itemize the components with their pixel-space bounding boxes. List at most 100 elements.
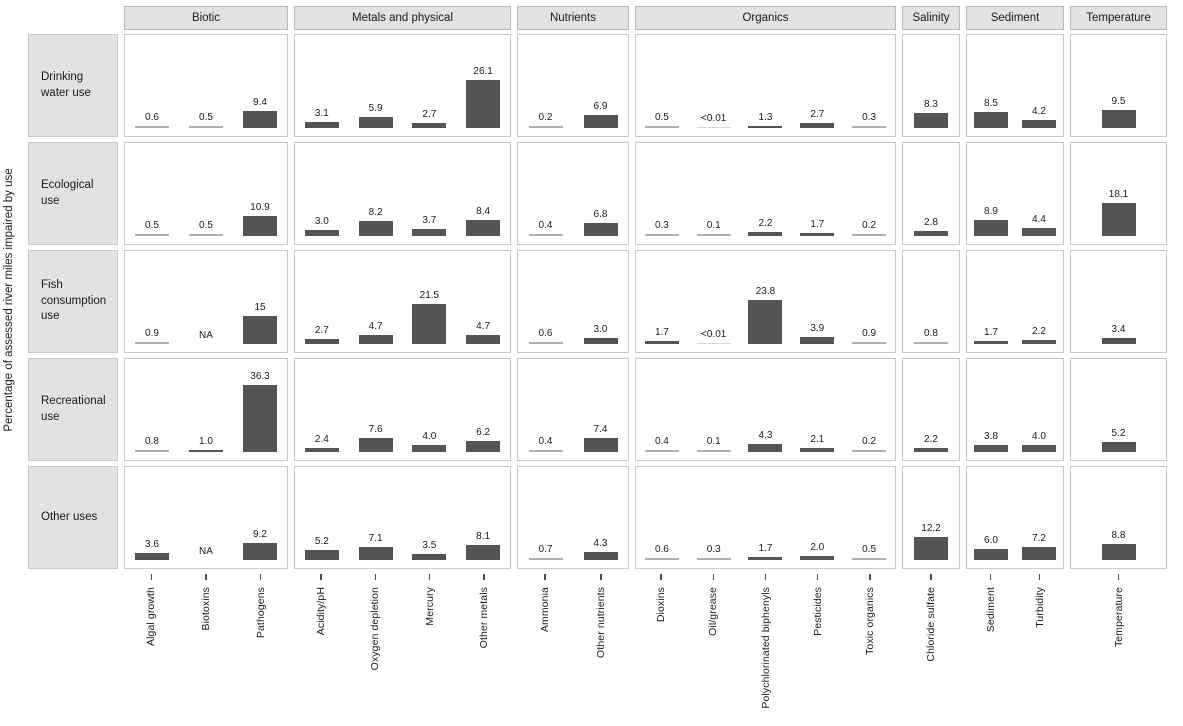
- x-tick-label: Other nutrients: [595, 587, 607, 658]
- bar-value-label: 7.2: [1032, 532, 1046, 544]
- bar: [304, 230, 339, 236]
- bar-value-label: 6.8: [593, 209, 608, 221]
- bar: [748, 125, 783, 128]
- bar: [358, 546, 393, 560]
- x-tick-label: Algal growth: [145, 587, 158, 646]
- bar-value-label: 2.2: [1032, 325, 1046, 337]
- facet-panel: 0.5 0.5 10.9: [124, 142, 288, 245]
- bar-slot: <0.01: [688, 35, 740, 136]
- facet-panel: 8.9 4.4: [966, 142, 1064, 245]
- bar: [528, 234, 563, 236]
- bar-slot: 0.5: [636, 35, 688, 136]
- bar-value-label: 7.4: [593, 424, 608, 436]
- bar-value-label: 1.7: [984, 326, 998, 338]
- row-label-text: Ecological use: [41, 178, 94, 207]
- x-axis-group: Acidity/pH Oxygen depletion Mercury Other m…: [294, 574, 511, 709]
- bar: [644, 558, 679, 560]
- bar-slot: 3.8: [967, 359, 1015, 460]
- bar-slot: 8.2: [349, 143, 403, 244]
- bar: [1101, 543, 1136, 560]
- bar: [243, 542, 277, 560]
- x-axis-slot: Other nutrients: [573, 574, 629, 709]
- bar: [644, 126, 679, 128]
- bar-slot: 0.5: [179, 35, 233, 136]
- bar-slot: 1.7: [791, 143, 843, 244]
- bar-value-label: 4.7: [476, 321, 491, 333]
- bar-slot: 2.4: [295, 359, 349, 460]
- bar-slot: 2.2: [1015, 251, 1063, 352]
- facet-panel: 0.7 4.3: [517, 466, 629, 569]
- bar-slot: 0.7: [518, 467, 573, 568]
- bar: [189, 126, 223, 128]
- row-label: Recreational use: [28, 358, 118, 461]
- x-tick-label: Turbidity: [1033, 587, 1046, 628]
- bar-slot: 2.2: [903, 359, 959, 460]
- bar: [644, 450, 679, 452]
- bar-slot: 9.5: [1071, 35, 1166, 136]
- bar-value-label: 0.4: [654, 436, 669, 447]
- bar-slot: 0.9: [125, 251, 179, 352]
- bar-slot: 0.5: [843, 467, 895, 568]
- bar-value-label: 21.5: [419, 290, 440, 302]
- x-tick-label: Dioxins: [655, 587, 668, 623]
- bar-value-label: 1.0: [199, 436, 213, 448]
- x-tick: [712, 574, 715, 580]
- facet-panel: 0.9 NA 15: [124, 250, 288, 353]
- bar: [800, 448, 835, 452]
- facet-panel: 6.0 7.2: [966, 466, 1064, 569]
- bar-value-label: 6.9: [593, 101, 608, 113]
- bar-slot: 1.0: [179, 359, 233, 460]
- column-group-header-label: Metals and physical: [352, 12, 453, 24]
- facet-panel: 0.4 6.8: [517, 142, 629, 245]
- column-group-header: Biotic: [124, 6, 288, 30]
- bar-value-label: 2.4: [314, 433, 329, 445]
- x-tick-label: Biotoxins: [200, 587, 212, 631]
- bar-value-label: 0.5: [145, 220, 159, 231]
- bar-value-label: 2.7: [314, 325, 329, 337]
- bar-slot: 23.8: [740, 251, 792, 352]
- bar-value-label: 0.5: [654, 112, 669, 123]
- x-tick-label: Oxygen depletion: [369, 587, 382, 671]
- x-axis-group: Temperature: [1070, 574, 1167, 709]
- bar-value-label: 3.9: [810, 322, 825, 334]
- row-label-text: Other uses: [41, 510, 98, 523]
- bar-value-label: 9.5: [1111, 96, 1126, 108]
- bar-value-label: 0.7: [538, 544, 553, 555]
- bar-slot: 26.1: [456, 35, 510, 136]
- facet-panel: 8.8: [1070, 466, 1167, 569]
- facet-panel: 3.6 NA 9.2: [124, 466, 288, 569]
- bar-value-label: 1.3: [758, 111, 773, 123]
- bar-value-label: 1.7: [654, 326, 669, 338]
- bar-value-label: 4.0: [1032, 430, 1046, 442]
- x-tick-label: Other metals: [477, 587, 490, 649]
- bar-slot: 7.2: [1015, 467, 1063, 568]
- x-axis-slot: Dioxins: [635, 574, 687, 709]
- bar-slot: 9.4: [233, 35, 287, 136]
- bar-slot: 8.5: [967, 35, 1015, 136]
- bar: [914, 230, 948, 236]
- bar-value-label: NA: [199, 546, 213, 557]
- bar-value-label: 0.8: [924, 328, 938, 339]
- column-group-header-label: Organics: [742, 12, 789, 24]
- facet-panel: 5.2 7.1 3.5 8.1: [294, 466, 511, 569]
- bar: [696, 450, 731, 452]
- x-tick-label: Toxic organics: [863, 587, 876, 655]
- x-tick: [483, 574, 485, 580]
- bar-slot: 1.7: [967, 251, 1015, 352]
- bar-slot: 4.3: [573, 467, 628, 568]
- facet-panel: 0.2 6.9: [517, 34, 629, 137]
- bar-slot: 8.8: [1071, 467, 1166, 568]
- bar-value-label: 4.0: [422, 430, 437, 442]
- bar: [243, 110, 277, 128]
- x-axis-slot: Biotoxins: [179, 574, 234, 709]
- column-header-row: Biotic Metals and physical Nutrients Organi…: [28, 6, 1167, 30]
- row-label-text: Drinking water use: [41, 70, 91, 99]
- bar: [304, 122, 339, 128]
- facet-panel: 0.4 0.1 4.3 2.1 0.2: [635, 358, 896, 461]
- x-axis-slot: Acidity/pH: [294, 574, 348, 709]
- bar-value-label: 0.5: [862, 544, 877, 555]
- column-group-header-label: Nutrients: [549, 12, 597, 24]
- bar-value-label: 7.6: [368, 423, 383, 435]
- bar-slot: 0.2: [843, 359, 895, 460]
- bar: [135, 553, 169, 560]
